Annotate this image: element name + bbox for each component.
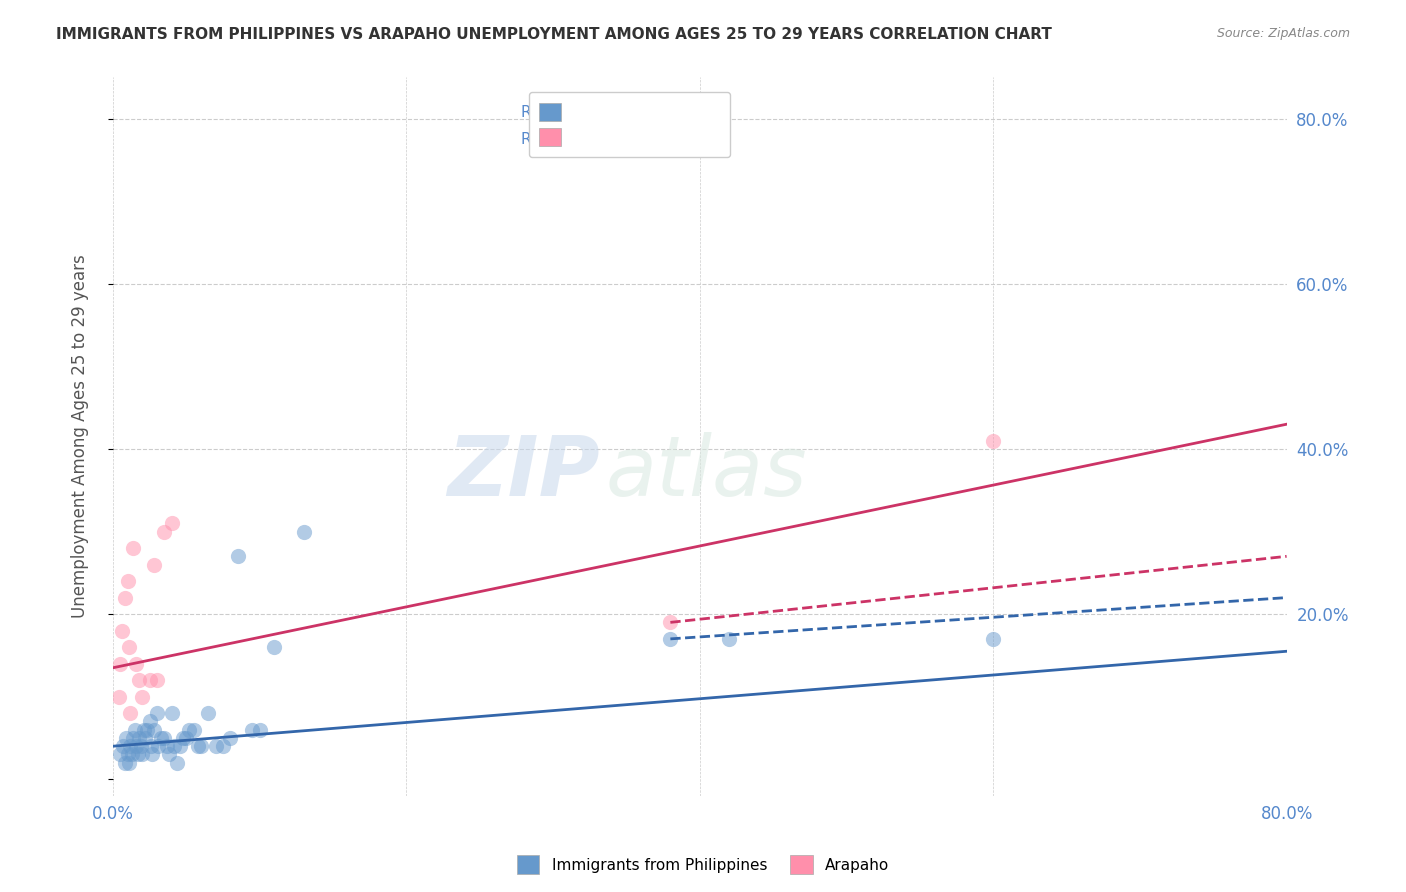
Point [120,706,142,721]
Point [659,615,682,630]
Point [129,739,152,754]
Point [134,731,156,745]
Point [169,739,191,754]
Point [117,574,139,588]
Point [118,640,141,654]
Point [219,731,242,745]
Point [124,723,146,737]
Point [981,632,1004,646]
Point [166,756,188,770]
Point [148,739,170,754]
Text: R = 0.651   N = 18: R = 0.651 N = 18 [522,132,665,147]
Point [183,723,205,737]
Point [172,731,194,745]
Text: Source: ZipAtlas.com: Source: ZipAtlas.com [1216,27,1350,40]
Point [120,739,142,754]
Point [138,714,160,729]
Point [190,739,212,754]
Point [212,739,235,754]
Legend: Immigrants from Philippines, Arapaho: Immigrants from Philippines, Arapaho [510,849,896,880]
Point [174,731,197,745]
Point [204,739,226,754]
Point [197,706,219,721]
Point [125,739,148,754]
Point [117,747,139,762]
Y-axis label: Unemployment Among Ages 25 to 29 years: Unemployment Among Ages 25 to 29 years [72,255,89,618]
Point [249,723,271,737]
Point [142,723,165,737]
Point [187,739,209,754]
Point [118,756,141,770]
Point [160,516,183,531]
Point [128,673,150,688]
Point [132,723,155,737]
Point [135,723,157,737]
Point [718,632,741,646]
Point [131,747,153,762]
Point [121,747,143,762]
Point [141,747,163,762]
Text: ZIP: ZIP [447,432,600,513]
Point [179,723,201,737]
Point [122,731,145,745]
Point [240,723,263,737]
Point [125,657,148,671]
Point [292,524,315,539]
Point [226,549,249,564]
Text: R = 0.288   N = 50: R = 0.288 N = 50 [522,105,665,120]
Point [659,632,682,646]
Point [115,731,138,745]
Point [111,624,134,638]
Point [150,731,173,745]
Point [122,541,145,555]
Point [112,739,135,754]
Point [131,690,153,704]
Point [114,756,136,770]
Point [153,524,176,539]
Point [156,739,179,754]
Point [139,739,162,754]
Point [263,640,285,654]
Point [108,657,131,671]
Point [138,673,160,688]
Point [153,731,176,745]
Legend:                               ,                               : , [529,92,730,157]
Point [108,747,131,762]
Point [163,739,186,754]
Point [157,747,180,762]
Text: atlas: atlas [606,432,807,513]
Point [107,690,129,704]
Point [127,747,149,762]
Point [160,706,183,721]
Point [114,591,136,605]
Point [981,434,1004,448]
Text: IMMIGRANTS FROM PHILIPPINES VS ARAPAHO UNEMPLOYMENT AMONG AGES 25 TO 29 YEARS CO: IMMIGRANTS FROM PHILIPPINES VS ARAPAHO U… [56,27,1052,42]
Point [142,558,165,572]
Point [146,673,169,688]
Point [128,731,150,745]
Point [146,706,169,721]
